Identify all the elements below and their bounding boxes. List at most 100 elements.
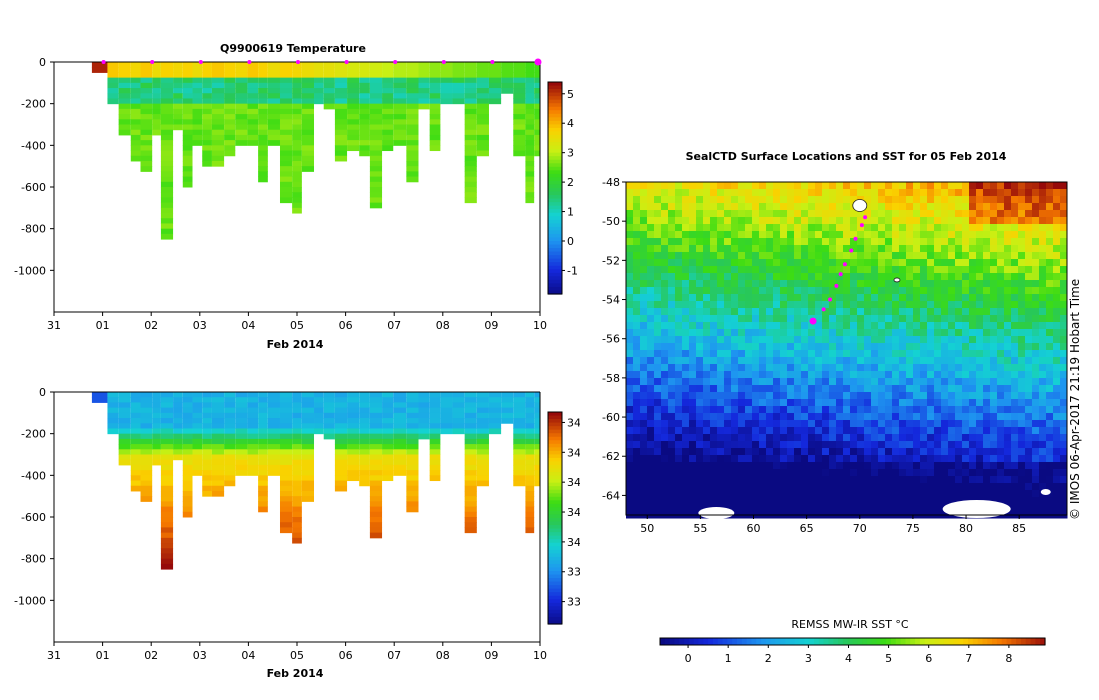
sal-cell (440, 402, 453, 409)
sst-cell (850, 504, 858, 512)
sst-cell (745, 224, 753, 232)
temp-cell (440, 88, 453, 94)
sst-cell (955, 434, 963, 442)
sst-cell (1004, 357, 1012, 365)
sst-cell (654, 483, 662, 491)
temperature-x-axis-label: Feb 2014 (266, 338, 324, 351)
sst-cell (654, 455, 662, 463)
sal-y-tick-label: -400 (21, 469, 46, 482)
sst-cell (808, 399, 816, 407)
sst-cell (710, 252, 718, 260)
temp-colorbar-band (548, 177, 562, 182)
sal-x-tick-label: 08 (436, 649, 450, 662)
sst-cell (969, 413, 977, 421)
sst-cell (626, 231, 634, 239)
sst-cell (696, 399, 704, 407)
temp-cell (224, 88, 236, 94)
sal-cell (267, 402, 280, 409)
sst-colorbar-band (809, 638, 815, 645)
temp-cell (118, 114, 131, 120)
temp-cell (476, 88, 489, 94)
sst-cell (780, 266, 788, 274)
sst-cell (773, 413, 781, 421)
sst-cell (1039, 266, 1047, 274)
sst-cell (850, 483, 858, 491)
sst-cell (738, 189, 746, 197)
sst-cell (815, 364, 823, 372)
sst-cell (766, 182, 774, 190)
sst-cell (969, 217, 977, 225)
sst-cell (899, 196, 907, 204)
sst-cell (654, 301, 662, 309)
temp-cell (173, 98, 183, 105)
sst-cell (654, 203, 662, 211)
sst-cell (633, 441, 641, 449)
sst-cell (626, 392, 634, 400)
temp-colorbar-band (548, 149, 562, 154)
sst-cell (878, 455, 886, 463)
sal-cell (279, 501, 293, 508)
sal-cell (211, 407, 225, 414)
sal-cell (140, 428, 153, 435)
sal-cell (440, 423, 453, 429)
sst-cell (1053, 504, 1061, 512)
temp-cell (534, 67, 540, 73)
temp-cell (359, 145, 370, 152)
temp-cell (211, 140, 225, 146)
track-point (821, 307, 826, 312)
sst-colorbar-band (698, 638, 704, 645)
temp-cell (107, 88, 119, 94)
sst-cell (1046, 476, 1054, 484)
sst-cell (1046, 301, 1054, 309)
sal-cell (418, 428, 430, 435)
sal-cell (152, 444, 161, 450)
sal-cell (160, 490, 174, 497)
sst-cell (976, 238, 984, 246)
sst-cell (759, 280, 767, 288)
sst-cell (780, 490, 788, 498)
sst-cell (773, 469, 781, 477)
sst-cell (857, 273, 865, 281)
sst-cell (640, 308, 648, 316)
sst-cell (745, 315, 753, 323)
sst-cell (773, 322, 781, 330)
temp-cell (130, 155, 141, 162)
sst-cell (1053, 315, 1061, 323)
sal-cell (476, 475, 489, 482)
temp-cell (292, 129, 302, 136)
sal-cell (182, 407, 193, 414)
sst-cell (1018, 294, 1026, 302)
sst-cell (1039, 427, 1047, 435)
sst-cell (675, 315, 683, 323)
temp-cell (334, 62, 348, 68)
sst-cell (836, 455, 844, 463)
sst-cell (633, 420, 641, 428)
temp-cell (525, 124, 535, 131)
sst-cell (724, 196, 732, 204)
sal-cell (107, 402, 119, 409)
sal-cell (429, 423, 441, 429)
temp-cell (173, 114, 183, 120)
sst-cell (1011, 301, 1019, 309)
temp-cell (173, 82, 183, 89)
sst-cell (801, 441, 809, 449)
sst-cell (843, 182, 851, 190)
sst-cell (850, 308, 858, 316)
sst-cell (920, 245, 928, 253)
sst-colorbar-band (891, 638, 897, 645)
sst-cell (710, 434, 718, 442)
sst-cell (647, 315, 655, 323)
sst-cell (871, 273, 879, 281)
temp-cell (513, 114, 526, 120)
sst-cell (801, 238, 809, 246)
temp-cell (292, 77, 302, 84)
sst-cell (843, 427, 851, 435)
sal-cell (440, 397, 453, 403)
sst-cell (696, 273, 704, 281)
sal-cell (476, 470, 489, 476)
sst-cell (871, 294, 879, 302)
sst-cell (731, 462, 739, 470)
sal-cell (118, 428, 131, 435)
sal-cell (224, 475, 236, 482)
sst-cell (724, 287, 732, 295)
